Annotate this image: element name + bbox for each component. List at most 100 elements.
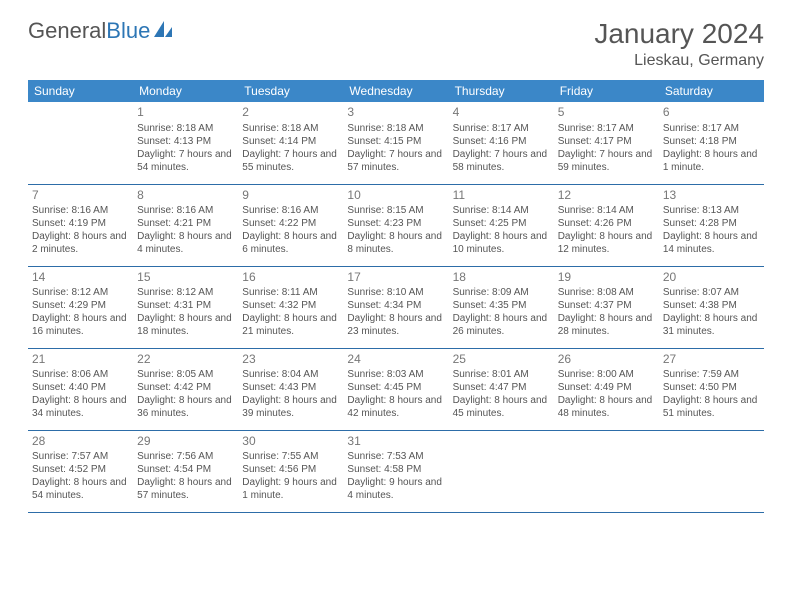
sunset-text: Sunset: 4:15 PM [347,135,444,148]
sunrise-text: Sunrise: 7:56 AM [137,450,234,463]
sunset-text: Sunset: 4:47 PM [453,381,550,394]
sunset-text: Sunset: 4:25 PM [453,217,550,230]
calendar-day-cell: 16Sunrise: 8:11 AMSunset: 4:32 PMDayligh… [238,266,343,348]
sunset-text: Sunset: 4:50 PM [663,381,760,394]
day-number: 13 [663,188,760,204]
sunrise-text: Sunrise: 7:57 AM [32,450,129,463]
sunset-text: Sunset: 4:13 PM [137,135,234,148]
calendar-day-cell: 19Sunrise: 8:08 AMSunset: 4:37 PMDayligh… [554,266,659,348]
calendar-day-cell: 9Sunrise: 8:16 AMSunset: 4:22 PMDaylight… [238,184,343,266]
daylight-text: Daylight: 8 hours and 1 minute. [663,148,760,174]
daylight-text: Daylight: 7 hours and 58 minutes. [453,148,550,174]
sunrise-text: Sunrise: 8:12 AM [32,286,129,299]
calendar-day-cell: 12Sunrise: 8:14 AMSunset: 4:26 PMDayligh… [554,184,659,266]
calendar-day-cell: 29Sunrise: 7:56 AMSunset: 4:54 PMDayligh… [133,430,238,512]
calendar-day-cell: 14Sunrise: 8:12 AMSunset: 4:29 PMDayligh… [28,266,133,348]
calendar-empty-cell [449,430,554,512]
day-number: 20 [663,270,760,286]
sunrise-text: Sunrise: 8:12 AM [137,286,234,299]
calendar-week-row: 28Sunrise: 7:57 AMSunset: 4:52 PMDayligh… [28,430,764,512]
day-number: 14 [32,270,129,286]
logo: GeneralBlue [28,18,174,44]
daylight-text: Daylight: 8 hours and 21 minutes. [242,312,339,338]
sunrise-text: Sunrise: 8:13 AM [663,204,760,217]
daylight-text: Daylight: 8 hours and 48 minutes. [558,394,655,420]
calendar-day-cell: 4Sunrise: 8:17 AMSunset: 4:16 PMDaylight… [449,102,554,184]
sunrise-text: Sunrise: 8:04 AM [242,368,339,381]
calendar-day-cell: 1Sunrise: 8:18 AMSunset: 4:13 PMDaylight… [133,102,238,184]
daylight-text: Daylight: 8 hours and 57 minutes. [137,476,234,502]
day-number: 16 [242,270,339,286]
sunset-text: Sunset: 4:22 PM [242,217,339,230]
day-number: 3 [347,105,444,121]
calendar-day-cell: 24Sunrise: 8:03 AMSunset: 4:45 PMDayligh… [343,348,448,430]
sunset-text: Sunset: 4:45 PM [347,381,444,394]
sunrise-text: Sunrise: 8:17 AM [453,122,550,135]
day-number: 27 [663,352,760,368]
weekday-header: Thursday [449,80,554,102]
sunset-text: Sunset: 4:29 PM [32,299,129,312]
sunset-text: Sunset: 4:18 PM [663,135,760,148]
sunrise-text: Sunrise: 8:00 AM [558,368,655,381]
calendar-day-cell: 8Sunrise: 8:16 AMSunset: 4:21 PMDaylight… [133,184,238,266]
title-block: January 2024 Lieskau, Germany [594,18,764,70]
sunrise-text: Sunrise: 8:09 AM [453,286,550,299]
sunrise-text: Sunrise: 7:53 AM [347,450,444,463]
daylight-text: Daylight: 8 hours and 23 minutes. [347,312,444,338]
calendar-empty-cell [554,430,659,512]
sunset-text: Sunset: 4:38 PM [663,299,760,312]
weekday-row: SundayMondayTuesdayWednesdayThursdayFrid… [28,80,764,102]
daylight-text: Daylight: 7 hours and 57 minutes. [347,148,444,174]
calendar-day-cell: 20Sunrise: 8:07 AMSunset: 4:38 PMDayligh… [659,266,764,348]
header: GeneralBlue January 2024 Lieskau, German… [28,18,764,70]
daylight-text: Daylight: 8 hours and 2 minutes. [32,230,129,256]
daylight-text: Daylight: 7 hours and 54 minutes. [137,148,234,174]
daylight-text: Daylight: 8 hours and 31 minutes. [663,312,760,338]
logo-text-1: General [28,18,106,44]
day-number: 9 [242,188,339,204]
sunrise-text: Sunrise: 7:55 AM [242,450,339,463]
daylight-text: Daylight: 8 hours and 28 minutes. [558,312,655,338]
sunrise-text: Sunrise: 7:59 AM [663,368,760,381]
day-number: 11 [453,188,550,204]
sunset-text: Sunset: 4:31 PM [137,299,234,312]
day-number: 8 [137,188,234,204]
daylight-text: Daylight: 8 hours and 4 minutes. [137,230,234,256]
sunrise-text: Sunrise: 8:16 AM [242,204,339,217]
sunrise-text: Sunrise: 8:18 AM [242,122,339,135]
daylight-text: Daylight: 8 hours and 39 minutes. [242,394,339,420]
calendar-day-cell: 26Sunrise: 8:00 AMSunset: 4:49 PMDayligh… [554,348,659,430]
sunset-text: Sunset: 4:58 PM [347,463,444,476]
calendar-empty-cell [28,102,133,184]
day-number: 25 [453,352,550,368]
sunset-text: Sunset: 4:37 PM [558,299,655,312]
day-number: 22 [137,352,234,368]
weekday-header: Sunday [28,80,133,102]
sunset-text: Sunset: 4:34 PM [347,299,444,312]
calendar-day-cell: 23Sunrise: 8:04 AMSunset: 4:43 PMDayligh… [238,348,343,430]
calendar-day-cell: 18Sunrise: 8:09 AMSunset: 4:35 PMDayligh… [449,266,554,348]
daylight-text: Daylight: 7 hours and 59 minutes. [558,148,655,174]
daylight-text: Daylight: 8 hours and 14 minutes. [663,230,760,256]
day-number: 28 [32,434,129,450]
sunrise-text: Sunrise: 8:01 AM [453,368,550,381]
sunset-text: Sunset: 4:49 PM [558,381,655,394]
daylight-text: Daylight: 8 hours and 26 minutes. [453,312,550,338]
daylight-text: Daylight: 9 hours and 1 minute. [242,476,339,502]
month-title: January 2024 [594,18,764,50]
day-number: 10 [347,188,444,204]
weekday-header: Saturday [659,80,764,102]
daylight-text: Daylight: 8 hours and 42 minutes. [347,394,444,420]
sunset-text: Sunset: 4:16 PM [453,135,550,148]
calendar-day-cell: 7Sunrise: 8:16 AMSunset: 4:19 PMDaylight… [28,184,133,266]
daylight-text: Daylight: 8 hours and 51 minutes. [663,394,760,420]
weekday-header: Monday [133,80,238,102]
daylight-text: Daylight: 8 hours and 45 minutes. [453,394,550,420]
calendar-empty-cell [659,430,764,512]
day-number: 18 [453,270,550,286]
sunset-text: Sunset: 4:26 PM [558,217,655,230]
sunset-text: Sunset: 4:28 PM [663,217,760,230]
daylight-text: Daylight: 8 hours and 54 minutes. [32,476,129,502]
daylight-text: Daylight: 8 hours and 12 minutes. [558,230,655,256]
sunset-text: Sunset: 4:23 PM [347,217,444,230]
